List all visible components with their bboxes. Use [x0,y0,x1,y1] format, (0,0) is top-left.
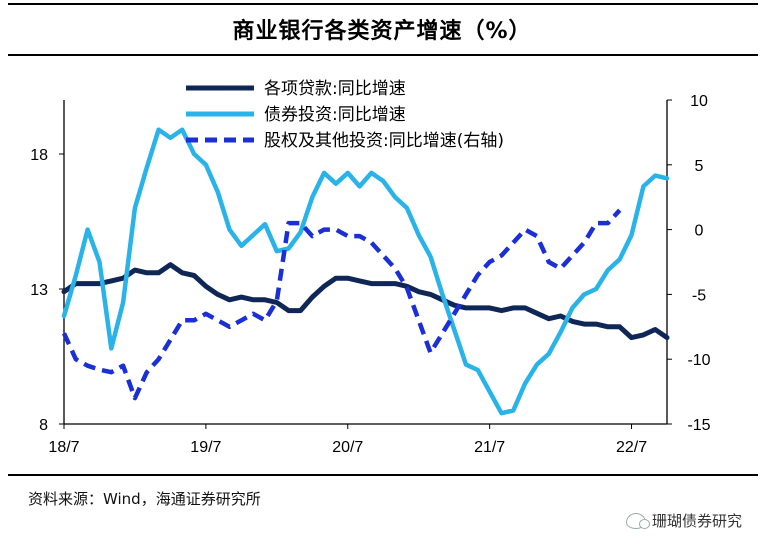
bottom-rule [8,474,758,476]
source-note: 资料来源：Wind，海通证券研究所 [28,490,261,508]
x-tick-label: 18/7 [48,439,79,456]
right-tick-label: 0 [695,223,704,240]
title-divider [8,54,758,56]
x-tick-label: 19/7 [190,439,221,456]
right-tick-label: -15 [687,417,710,434]
top-rule [8,3,758,5]
series-line-2 [61,127,670,416]
x-tick-label: 20/7 [332,439,363,456]
right-tick-label: 5 [695,158,704,175]
legend-label-3: 股权及其他投资:同比增速(右轴) [264,131,504,151]
series-line-3 [61,208,622,401]
left-tick-label: 18 [30,147,48,164]
right-tick-label: -10 [687,352,710,369]
wechat-icon [625,512,650,529]
legend-label-2: 债券投资:同比增速 [264,105,406,125]
chart-title: 商业银行各类资产增速（%） [232,19,532,44]
right-tick-label: 10 [690,93,708,110]
left-tick-label: 8 [39,417,48,434]
right-tick-label: -5 [692,287,706,304]
watermark-text: 珊瑚债券研究 [651,512,742,530]
legend-label-1: 各项贷款:同比增速 [264,79,406,99]
x-tick-label: 22/7 [616,439,647,456]
left-tick-label: 13 [30,282,48,299]
watermark: 珊瑚债券研究 [625,510,742,531]
x-tick-label: 21/7 [474,439,505,456]
